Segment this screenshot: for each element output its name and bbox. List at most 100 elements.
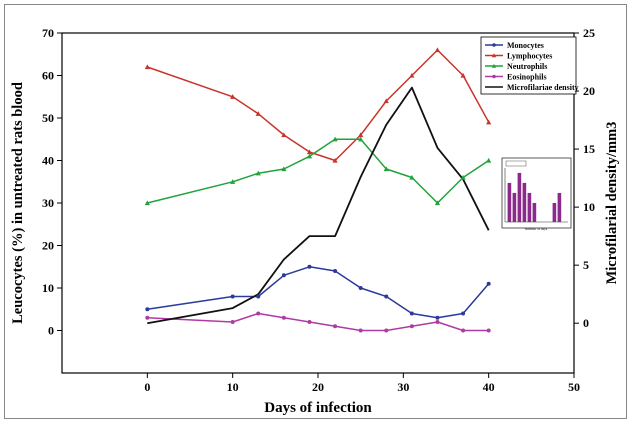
data-point (256, 311, 261, 316)
y-right-tick-label: 15 (583, 142, 595, 156)
y-left-tick-label: 30 (42, 196, 54, 210)
series-line-4 (147, 86, 490, 325)
data-point (255, 111, 261, 116)
inset-bar (552, 202, 557, 222)
data-point (256, 294, 261, 299)
y-left-tick-label: 70 (42, 26, 54, 40)
data-point (461, 328, 466, 333)
x-tick-label: 20 (312, 380, 324, 394)
data-point (460, 72, 466, 78)
inset-bar (517, 172, 522, 222)
y-left-tick-label: 50 (42, 111, 54, 125)
data-point (332, 136, 338, 142)
axes: 0 10 20 30 40 50 0 10 20 30 40 50 60 70 0 5 10 15 20 25 (42, 26, 595, 394)
legend-label: Microfilariae density (507, 83, 579, 92)
inset-bar (507, 182, 512, 222)
data-point (307, 320, 312, 324)
legend-label: Monocytes (507, 41, 544, 50)
data-point (409, 72, 415, 78)
x-axis-title: Days of infection (264, 400, 372, 416)
data-point (306, 153, 313, 159)
x-tick-label: 30 (397, 380, 409, 394)
inset-chart: Number of days (501, 157, 572, 231)
data-point (332, 157, 338, 163)
y-right-tick-label: 5 (583, 258, 589, 272)
data-point (255, 170, 261, 176)
x-tick-label: 10 (227, 380, 239, 394)
data-point (358, 286, 363, 290)
data-point (384, 328, 389, 333)
y-left-tick-label: 10 (42, 281, 54, 295)
legend-marker (491, 53, 497, 58)
y-left-tick-label: 40 (42, 154, 54, 168)
data-point (230, 179, 236, 184)
data-point (333, 269, 338, 273)
data-point (230, 320, 235, 324)
data-point (230, 294, 235, 299)
legend-label: Neutrophils (507, 62, 547, 71)
y-right-tick-label: 10 (583, 200, 595, 214)
data-point (486, 281, 491, 286)
series-line-3 (147, 312, 489, 332)
x-tick-label: 50 (568, 380, 580, 394)
y-axis-left-title: Leucocytes (%) in untreated rats blood (10, 82, 26, 324)
y-left-tick-label: 60 (42, 69, 54, 83)
data-point (144, 64, 150, 70)
inset-bar (532, 202, 537, 222)
data-point (486, 157, 492, 163)
legend-marker (492, 43, 496, 47)
inset-bar (522, 182, 527, 222)
data-point (383, 98, 389, 104)
data-point (409, 324, 414, 329)
data-point (145, 307, 150, 312)
legend-label: Lymphocytes (507, 52, 552, 61)
data-point (358, 132, 364, 138)
y-right-tick-label: 0 (583, 316, 589, 330)
data-point (281, 315, 286, 320)
data-point (281, 166, 287, 172)
figure-border (4, 4, 627, 419)
series-markers (144, 47, 492, 333)
series-lines (147, 49, 490, 332)
y-axis-right-title: Microfilarial density/mm3 (604, 122, 620, 285)
data-point (460, 174, 466, 180)
data-point (145, 315, 150, 320)
legend-marker (491, 63, 497, 68)
data-point (230, 94, 236, 99)
inset-x-label: Number of days (525, 227, 548, 231)
data-point (281, 132, 287, 138)
y-right-tick-label: 20 (583, 84, 595, 98)
inset-bar (512, 192, 517, 222)
y-right-tick-label: 25 (583, 26, 595, 40)
x-tick-label: 40 (483, 380, 495, 394)
data-point (281, 273, 286, 278)
data-point (461, 311, 466, 316)
inset-legend-box (505, 160, 527, 167)
data-point (409, 311, 414, 316)
data-point (358, 136, 364, 142)
legend-label: Eosinophils (507, 73, 547, 82)
y-left-tick-label: 0 (48, 324, 54, 338)
data-point (306, 149, 313, 155)
inset-bar (527, 192, 532, 222)
inset-bars (507, 172, 562, 222)
data-point (486, 328, 491, 333)
data-point (384, 294, 389, 299)
data-point (486, 119, 492, 125)
inset-bar (557, 192, 562, 222)
data-point (358, 328, 363, 333)
data-point (383, 166, 389, 172)
data-point (307, 264, 312, 269)
series-line-2 (147, 138, 490, 204)
data-point (409, 174, 415, 180)
y-left-tick-label: 20 (42, 239, 54, 253)
data-point (435, 315, 440, 320)
data-point (435, 320, 440, 324)
data-point (333, 324, 338, 329)
series-line-1 (147, 49, 490, 162)
data-point (434, 200, 441, 206)
data-point (434, 47, 441, 53)
legend-marker (492, 74, 496, 79)
